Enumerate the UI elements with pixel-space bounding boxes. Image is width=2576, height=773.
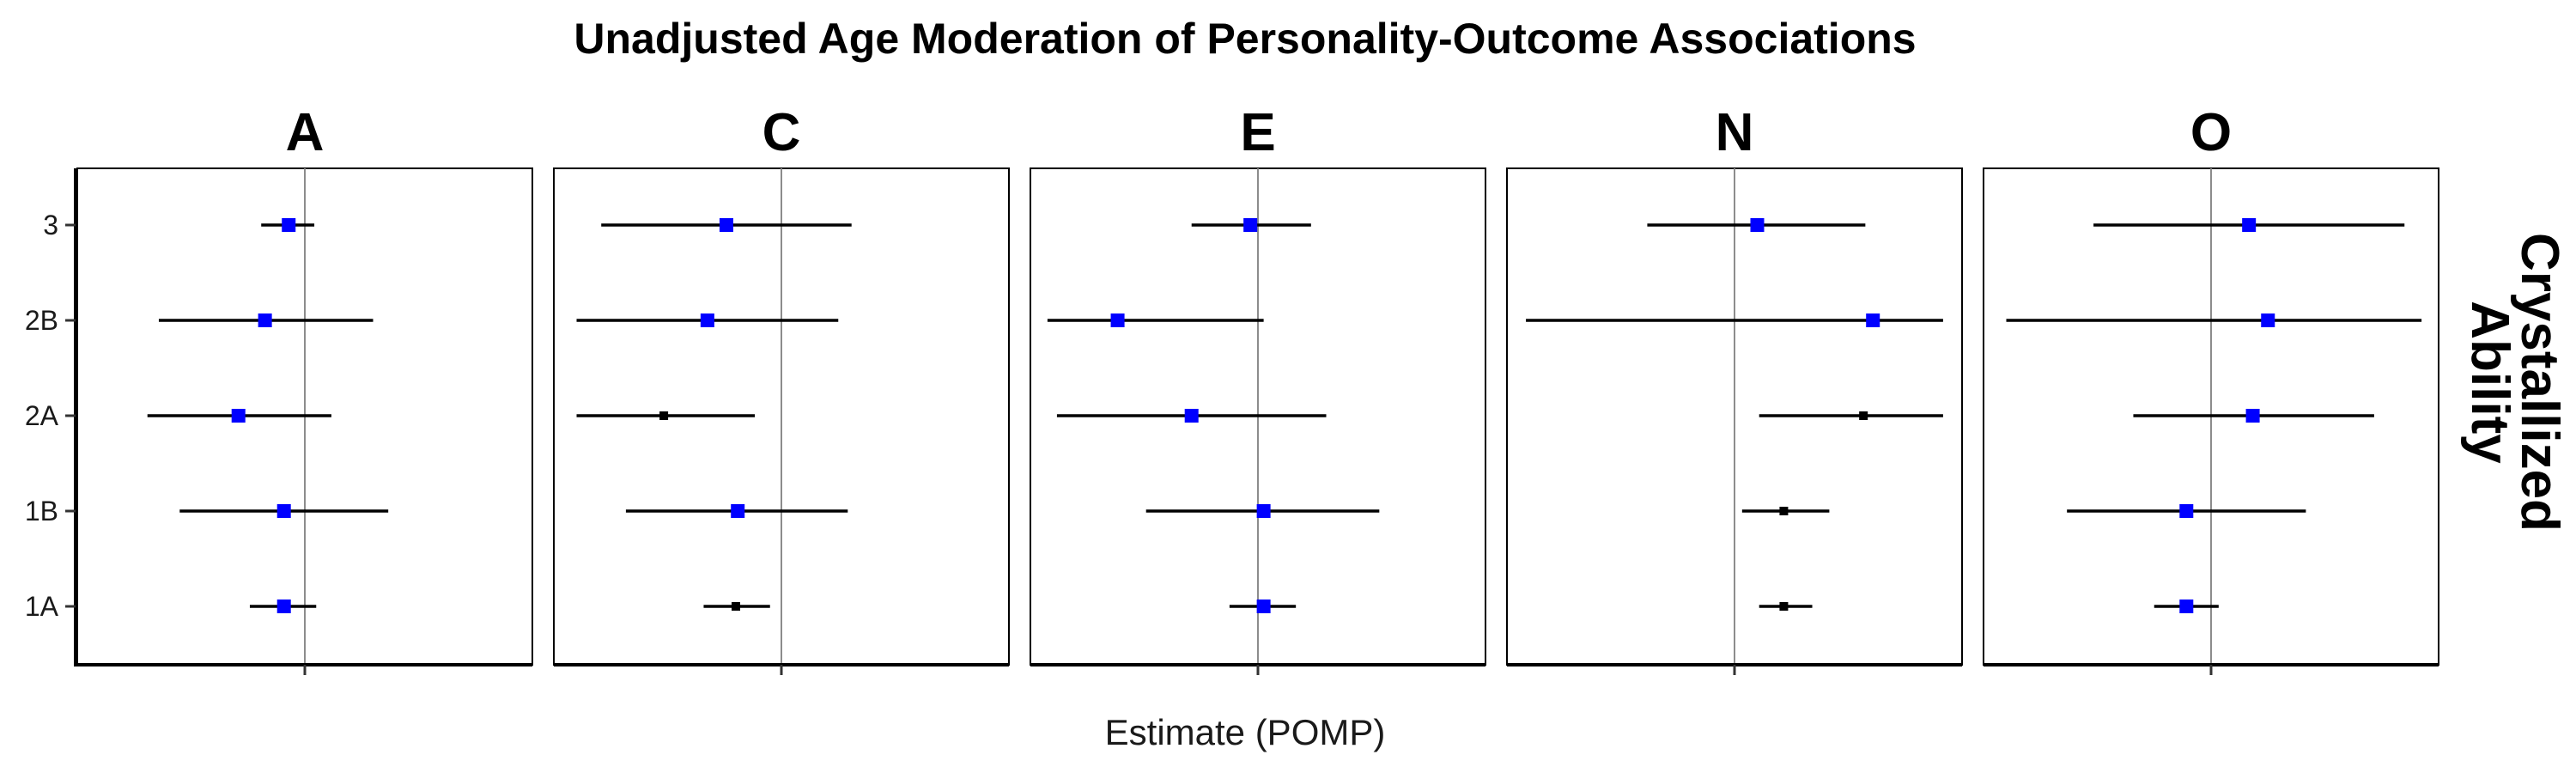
estimate-point-group (261, 218, 315, 232)
point-estimate (282, 218, 296, 232)
estimate-point-group (1647, 218, 1866, 232)
point-estimate (732, 602, 740, 611)
point-estimate (1750, 218, 1765, 232)
y-tick-label: 2A (25, 400, 59, 431)
point-estimate (1859, 411, 1868, 420)
facet-title: O (2190, 103, 2232, 162)
y-tick-label: 3 (43, 210, 58, 240)
y-axis: 3 2B 2A 1B 1A (25, 168, 77, 666)
point-estimate (276, 504, 291, 518)
facet-panel-C: C (553, 103, 1010, 675)
facet-title: A (286, 103, 325, 162)
estimate-point-group (601, 218, 852, 232)
point-estimate (1256, 504, 1271, 518)
point-estimate (2179, 504, 2194, 518)
estimate-point-group (1759, 602, 1813, 611)
point-estimate (2242, 218, 2257, 232)
facet-title: C (762, 103, 801, 162)
estimate-point-group (1741, 507, 1830, 515)
estimate-point-group (2006, 313, 2422, 327)
facet-panel-N: N (1506, 103, 1963, 675)
facet-panel-A: A (76, 103, 533, 675)
estimate-point-group (2067, 504, 2306, 518)
y-tick-label: 1A (25, 591, 59, 622)
chart-title: Unadjusted Age Moderation of Personality… (574, 15, 1916, 63)
estimate-point-group (249, 600, 317, 613)
point-estimate (1243, 218, 1258, 232)
point-estimate (1256, 600, 1271, 613)
estimate-point-group (147, 409, 331, 423)
point-estimate (231, 409, 246, 423)
row-strip-label: CrystallizedAbility (2460, 233, 2569, 532)
point-estimate (1110, 313, 1125, 327)
estimate-point-group (2133, 409, 2374, 423)
estimate-point-group (1191, 218, 1311, 232)
point-estimate (1866, 313, 1880, 327)
estimate-point-group (1229, 600, 1297, 613)
facet-panel-E: E (1030, 103, 1486, 675)
estimate-point-group (576, 313, 839, 327)
point-estimate (700, 313, 714, 327)
point-estimate (731, 504, 745, 518)
estimate-point-group (703, 602, 770, 611)
point-estimate (2245, 409, 2260, 423)
point-estimate (2179, 600, 2194, 613)
y-tick-label: 2B (25, 305, 58, 336)
strip-label-line: Ability (2460, 301, 2519, 464)
facet-title: E (1240, 103, 1275, 162)
point-estimate (276, 600, 291, 613)
estimate-point-group (625, 504, 848, 518)
estimate-point-group (179, 504, 389, 518)
point-estimate (2261, 313, 2275, 327)
y-tick-label: 1B (25, 496, 58, 526)
estimate-point-group (1145, 504, 1380, 518)
facet-panel-O: O (1983, 103, 2439, 675)
estimate-point-group (1047, 313, 1264, 327)
point-estimate (258, 313, 272, 327)
estimate-point-group (1759, 411, 1943, 420)
strip-label-line: Crystallized (2510, 233, 2569, 532)
x-axis-title: Estimate (POMP) (1105, 712, 1386, 752)
facet-title: N (1716, 103, 1754, 162)
estimate-point-group (1526, 313, 1943, 327)
estimate-point-group (1056, 409, 1327, 423)
point-estimate (659, 411, 669, 420)
estimate-point-group (576, 411, 756, 420)
point-estimate (1184, 409, 1199, 423)
estimate-point-group (158, 313, 374, 327)
estimate-point-group (2154, 600, 2219, 613)
estimate-point-group (2093, 218, 2405, 232)
point-estimate (1779, 602, 1789, 611)
point-estimate (719, 218, 733, 232)
point-estimate (1779, 507, 1789, 515)
